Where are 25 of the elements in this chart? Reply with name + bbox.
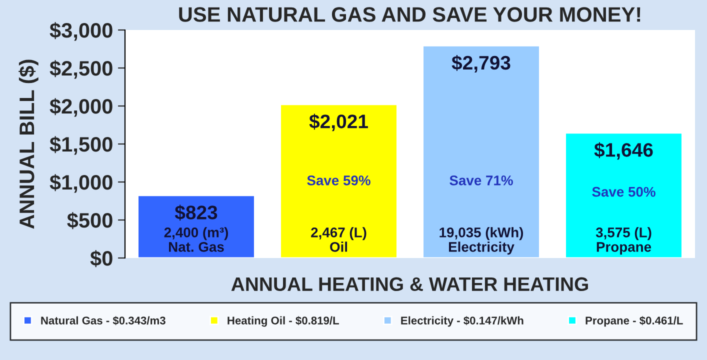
y-tick-label: $2,000 (50, 98, 112, 117)
y-tick-label: $500 (67, 212, 112, 230)
x-tick-label: 2,467 (L) Oil (311, 227, 366, 252)
legend-label: Heating Oil - $0.819/L (228, 316, 339, 327)
y-tick-label: $2,500 (50, 60, 112, 79)
y-tick-label: $0 (90, 250, 112, 268)
y-axis-title: ANNUAL BILL ($) (18, 60, 38, 229)
y-tick-label: $3,000 (50, 22, 112, 41)
annotation: Save 50% (592, 186, 656, 197)
chart-title: USE NATURAL GAS AND SAVE YOUR MONEY! (179, 7, 640, 22)
data-label: $2,793 (452, 55, 510, 72)
x-tick-label: 19,035 (kWh) Electricity (440, 227, 524, 255)
legend-label: Natural Gas - $0.343/m3 (41, 316, 166, 326)
data-label: $823 (174, 204, 218, 221)
y-tick-label: $1,000 (50, 174, 112, 193)
legend-label: Propane - $0.461/L (586, 316, 683, 327)
annotation: Save 71% (450, 176, 513, 186)
legend-label: Electricity - $0.147/kWh (401, 316, 524, 327)
x-tick-label: 2,400 (m³) Nat. Gas (164, 227, 228, 252)
data-label: $2,021 (309, 114, 368, 132)
annotation: Save 59% (307, 176, 370, 186)
y-tick-label: $1,500 (50, 136, 112, 155)
x-axis-title: ANNUAL HEATING & WATER HEATING (231, 277, 588, 292)
x-tick-label: 3,575 (L) Propane (596, 227, 652, 255)
data-label: $1,646 (594, 142, 653, 160)
